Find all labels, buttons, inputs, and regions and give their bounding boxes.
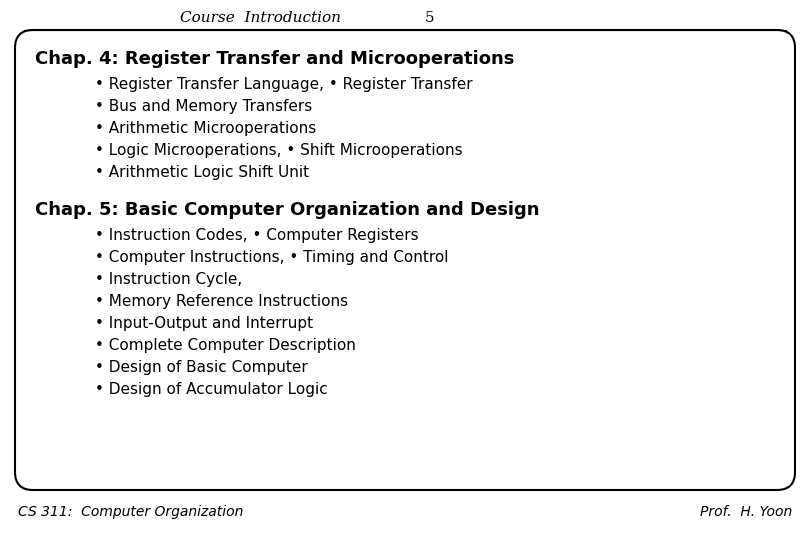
Text: • Bus and Memory Transfers: • Bus and Memory Transfers: [95, 99, 312, 114]
Text: Prof.  H. Yoon: Prof. H. Yoon: [700, 505, 792, 519]
Text: • Computer Instructions, • Timing and Control: • Computer Instructions, • Timing and Co…: [95, 250, 449, 265]
Text: • Instruction Cycle,: • Instruction Cycle,: [95, 272, 242, 287]
Text: • Arithmetic Microoperations: • Arithmetic Microoperations: [95, 121, 316, 136]
Text: • Logic Microoperations, • Shift Microoperations: • Logic Microoperations, • Shift Microop…: [95, 143, 463, 158]
Text: Chap. 5: Basic Computer Organization and Design: Chap. 5: Basic Computer Organization and…: [35, 201, 539, 219]
Text: Course  Introduction: Course Introduction: [180, 11, 340, 25]
Text: • Register Transfer Language, • Register Transfer: • Register Transfer Language, • Register…: [95, 77, 472, 92]
Text: Chap. 4: Register Transfer and Microoperations: Chap. 4: Register Transfer and Microoper…: [35, 50, 514, 68]
Text: • Design of Accumulator Logic: • Design of Accumulator Logic: [95, 382, 328, 397]
Text: • Instruction Codes, • Computer Registers: • Instruction Codes, • Computer Register…: [95, 228, 419, 243]
Text: • Input-Output and Interrupt: • Input-Output and Interrupt: [95, 316, 313, 331]
Text: 5: 5: [425, 11, 435, 25]
Text: • Arithmetic Logic Shift Unit: • Arithmetic Logic Shift Unit: [95, 165, 309, 180]
Text: • Complete Computer Description: • Complete Computer Description: [95, 338, 356, 353]
Text: CS 311:  Computer Organization: CS 311: Computer Organization: [18, 505, 243, 519]
FancyBboxPatch shape: [15, 30, 795, 490]
Text: • Design of Basic Computer: • Design of Basic Computer: [95, 360, 308, 375]
Text: • Memory Reference Instructions: • Memory Reference Instructions: [95, 294, 348, 309]
